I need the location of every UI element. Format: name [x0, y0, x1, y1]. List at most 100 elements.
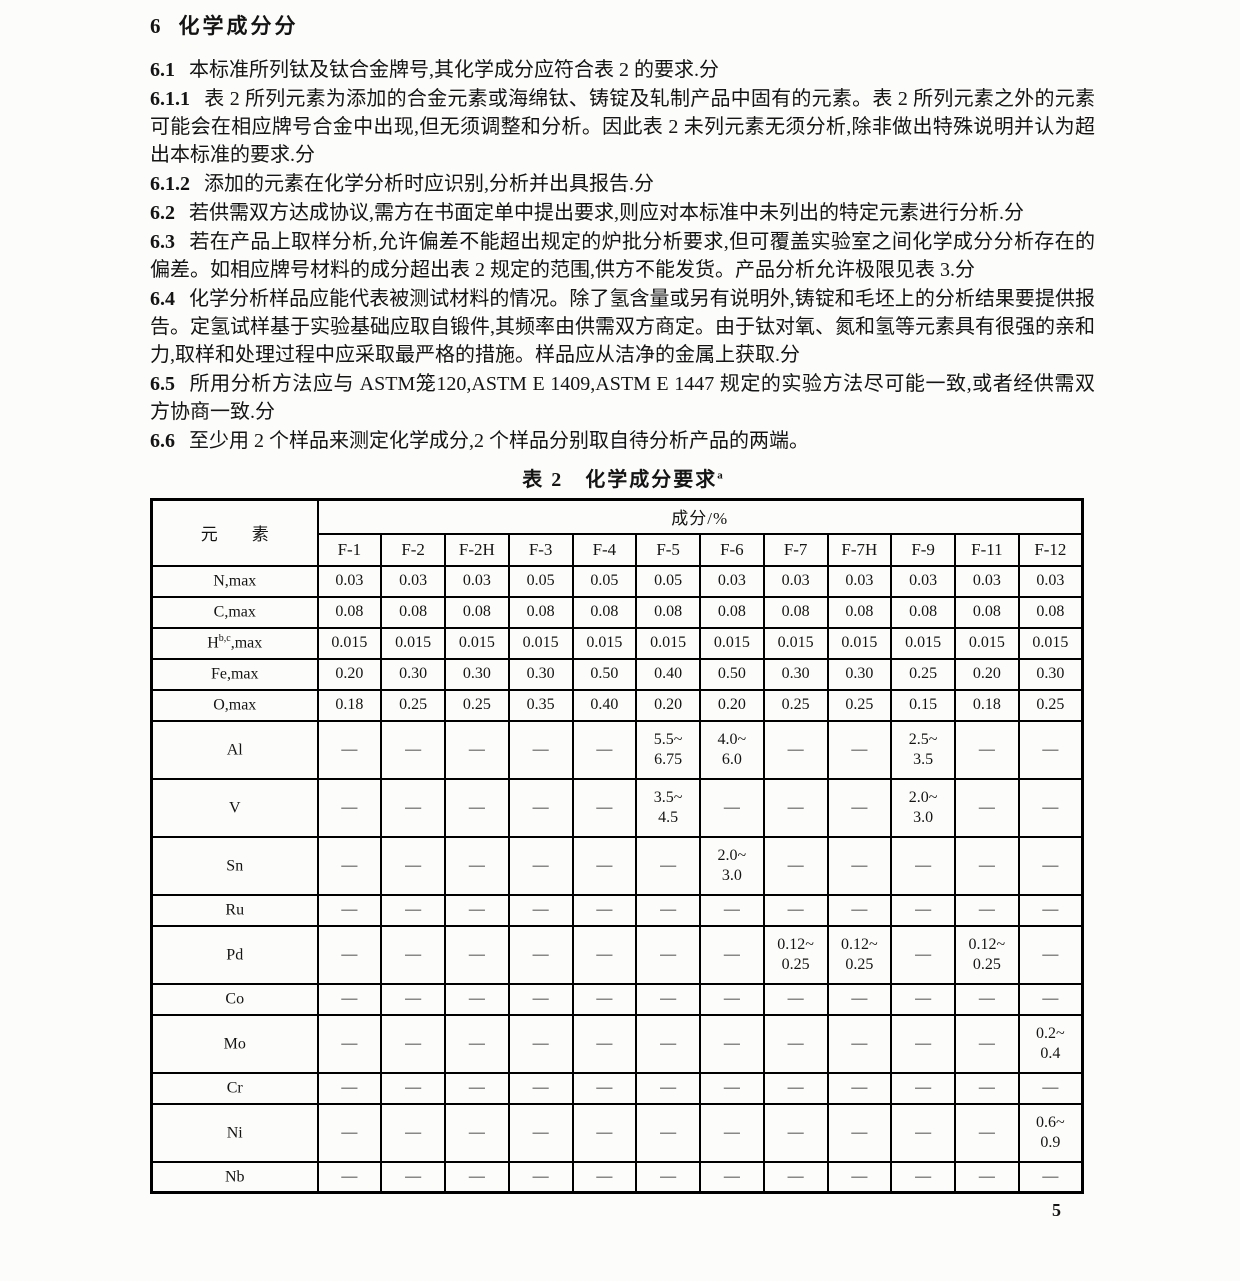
value-cell: —: [444, 777, 510, 838]
value-cell: 0.30: [507, 657, 574, 691]
value-cell: —: [699, 777, 765, 838]
grade-column-header: F-7H: [826, 532, 893, 567]
value-cell: —: [316, 835, 383, 896]
table-row: Co — — — — — — — — — — — —: [150, 982, 1084, 1016]
value-cell: 0.20: [954, 657, 1020, 691]
value-cell: —: [444, 1160, 510, 1194]
table-title-text: 表 2 化学成分要求: [522, 469, 718, 491]
table-row: N,max 0.03 0.03 0.03 0.05 0.05 0.05 0.03 0.03 0.…: [150, 564, 1084, 598]
value-cell: —: [507, 1102, 574, 1163]
value-cell: 0.30: [444, 657, 510, 691]
element-label-cell: Pd: [150, 924, 319, 985]
value-cell: 0.05: [507, 564, 574, 598]
paragraph-6-4: 6.4 化学分析样品应能代表被测试材料的情况。除了氢含量或另有说明外,铸锭和毛坯上…: [150, 285, 1095, 369]
value-cell: 0.015: [380, 626, 446, 660]
value-cell: —: [762, 835, 829, 896]
value-cell: —: [571, 777, 638, 838]
value-cell: —: [954, 835, 1020, 896]
value-cell: —: [826, 719, 893, 780]
table-row: C,max 0.08 0.08 0.08 0.08 0.08 0.08 0.08 0.08 0.…: [150, 595, 1084, 629]
value-cell: —: [826, 982, 893, 1016]
value-cell: —: [699, 1102, 765, 1163]
paragraph-text: 添加的元素在化学分析时应识别,分析并出具报告.分: [204, 173, 654, 195]
value-cell: —: [444, 982, 510, 1016]
value-cell: 0.015: [762, 626, 829, 660]
value-cell: —: [507, 982, 574, 1016]
element-label-cell: Al: [150, 719, 319, 780]
value-cell: —: [316, 924, 383, 985]
value-cell: —: [890, 893, 956, 927]
value-cell: —: [1017, 1071, 1084, 1105]
value-cell: —: [1017, 893, 1084, 927]
element-label-cell: O,max: [150, 688, 319, 722]
value-cell: 0.12~ 0.25: [826, 924, 893, 985]
section-number: 6.2: [150, 202, 175, 224]
value-cell: —: [507, 777, 574, 838]
section-number: 6.5: [150, 373, 175, 395]
value-cell: 0.20: [699, 688, 765, 722]
value-cell: 0.20: [635, 688, 701, 722]
value-cell: 0.08: [444, 595, 510, 629]
paragraph-text: 若供需双方达成协议,需方在书面定单中提出要求,则应对本标准中未列出的特定元素进行…: [189, 202, 1024, 224]
value-cell: —: [826, 1013, 893, 1074]
value-cell: 0.25: [380, 688, 446, 722]
value-cell: 0.20: [316, 657, 383, 691]
value-cell: 0.15: [890, 688, 956, 722]
value-cell: —: [571, 835, 638, 896]
value-cell: 0.05: [635, 564, 701, 598]
value-cell: —: [826, 1160, 893, 1194]
value-cell: —: [954, 1102, 1020, 1163]
table-row: Ru — — — — — — — — — — — —: [150, 893, 1084, 927]
value-cell: —: [316, 1071, 383, 1105]
grade-column-header: F-6: [699, 532, 765, 567]
value-cell: —: [954, 777, 1020, 838]
footnote-marker: b,c: [218, 633, 231, 645]
value-cell: —: [571, 1102, 638, 1163]
value-cell: —: [890, 1160, 956, 1194]
value-cell: —: [635, 1102, 701, 1163]
paragraph-6-5: 6.5 所用分析方法应与 ASTM笼120,ASTM E 1409,ASTM E …: [150, 370, 1095, 426]
composition-header: 成分/%: [316, 498, 1084, 535]
paragraph-text: 若在产品上取样分析,允许偏差不能超出规定的炉批分析要求,但可覆盖实验室之间化学成…: [150, 231, 1095, 281]
value-cell: —: [507, 893, 574, 927]
value-cell: —: [635, 924, 701, 985]
value-cell: 0.6~ 0.9: [1017, 1102, 1084, 1163]
value-cell: 0.40: [571, 688, 638, 722]
value-cell: 0.18: [316, 688, 383, 722]
value-cell: 0.08: [699, 595, 765, 629]
value-cell: —: [890, 1071, 956, 1105]
value-cell: 0.12~ 0.25: [762, 924, 829, 985]
value-cell: —: [507, 835, 574, 896]
value-cell: —: [954, 1160, 1020, 1194]
table-row: Fe,max 0.20 0.30 0.30 0.30 0.50 0.40 0.50 0.30 0…: [150, 657, 1084, 691]
value-cell: —: [762, 1071, 829, 1105]
value-cell: —: [826, 777, 893, 838]
table-header-row: 元 素 成分/%: [150, 498, 1084, 567]
value-cell: 0.03: [890, 564, 956, 598]
table-row: Mo — — — — — — — — — — —0.2~ 0.4: [150, 1013, 1084, 1074]
value-cell: —: [380, 1071, 446, 1105]
value-cell: —: [1017, 777, 1084, 838]
table-row: V — — — — —3.5~ 4.5— — —2.0~ 3.0— —: [150, 777, 1084, 838]
value-cell: 0.015: [890, 626, 956, 660]
value-cell: —: [571, 982, 638, 1016]
table-row: Al — — — — —5.5~ 6.75 4.0~ 6.0— —2.5~ 3.5— —: [150, 719, 1084, 780]
value-cell: 0.03: [762, 564, 829, 598]
table-row: Cr — — — — — — — — — — — —: [150, 1071, 1084, 1105]
value-cell: 0.08: [890, 595, 956, 629]
value-cell: 5.5~ 6.75: [635, 719, 701, 780]
element-label-cell: V: [150, 777, 319, 838]
paragraph-6-1-2: 6.1.2 添加的元素在化学分析时应识别,分析并出具报告.分: [150, 170, 1095, 198]
value-cell: —: [826, 835, 893, 896]
value-cell: —: [380, 893, 446, 927]
value-cell: 0.03: [699, 564, 765, 598]
paragraph-text: 所用分析方法应与 ASTM笼120,ASTM E 1409,ASTM E 144…: [150, 373, 1095, 423]
value-cell: —: [380, 1102, 446, 1163]
chemical-composition-table: 元 素 成分/% F-1 F-2 F-2H F-3 F-4 F-5 F-6 F-…: [150, 498, 1084, 1194]
value-cell: 4.0~ 6.0: [699, 719, 765, 780]
value-cell: —: [699, 1013, 765, 1074]
value-cell: —: [635, 893, 701, 927]
grade-column-header: F-5: [635, 532, 701, 567]
value-cell: 0.08: [507, 595, 574, 629]
value-cell: —: [571, 893, 638, 927]
